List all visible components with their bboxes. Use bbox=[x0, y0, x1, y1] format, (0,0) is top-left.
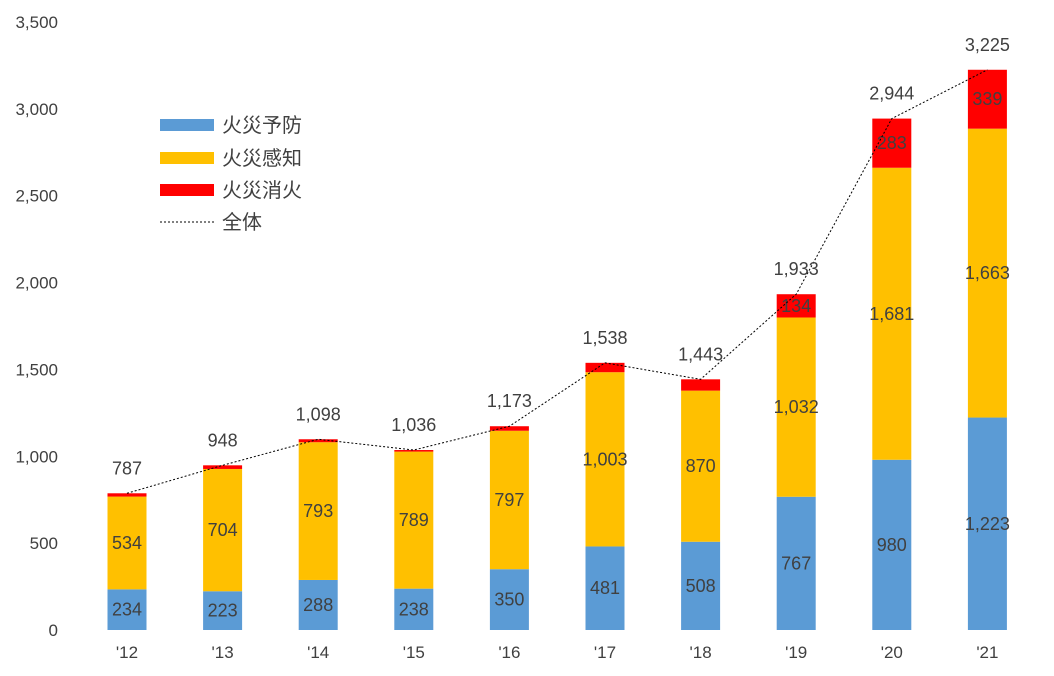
y-tick-label: 3,500 bbox=[15, 13, 58, 32]
bar-segment bbox=[967, 69, 1007, 129]
bar-segment bbox=[489, 426, 529, 431]
legend-label-fire-detection: 火災感知 bbox=[222, 146, 302, 170]
total-value-label: 3,225 bbox=[965, 35, 1010, 55]
legend: 火災予防 火災感知 火災消火 全体 bbox=[160, 113, 302, 234]
bar-segment bbox=[298, 442, 338, 580]
segment-value-label: 339 bbox=[972, 89, 1002, 109]
x-tick-label: '20 bbox=[881, 643, 903, 662]
segment-value-label: 789 bbox=[399, 510, 429, 530]
segment-value-label: 767 bbox=[781, 553, 811, 573]
bar-segment bbox=[107, 493, 147, 497]
bar-segment bbox=[298, 579, 338, 630]
total-line-layer: 787 948 1,098 1,036 1,173 1,538 1,443 1,933 2,94… bbox=[112, 35, 1010, 494]
legend-swatch-fire-detection bbox=[160, 152, 214, 164]
bar-segment bbox=[489, 430, 529, 570]
x-tick-label: '17 bbox=[594, 643, 616, 662]
y-axis-ticks: 0 500 1,000 1,500 2,000 2,500 3,000 3,500 bbox=[15, 13, 58, 640]
bar-segment bbox=[776, 294, 816, 318]
segment-value-label: 223 bbox=[208, 601, 238, 621]
x-tick-label: '12 bbox=[116, 643, 138, 662]
segment-value-label: 1,003 bbox=[582, 449, 627, 469]
legend-label-total: 全体 bbox=[222, 210, 262, 234]
y-tick-label: 1,000 bbox=[15, 447, 58, 466]
segment-value-label: 797 bbox=[494, 490, 524, 510]
x-tick-label: '18 bbox=[690, 643, 712, 662]
y-tick-label: 1,500 bbox=[15, 360, 58, 379]
segment-value-label: 1,032 bbox=[774, 397, 819, 417]
bar-segment bbox=[681, 541, 721, 630]
x-tick-label: '15 bbox=[403, 643, 425, 662]
bar-segment bbox=[585, 372, 625, 547]
bars-layer: 234 534 223 704 288 793 238 789 350 797 481 1,003 50… bbox=[107, 69, 1010, 630]
bar-segment bbox=[967, 417, 1007, 630]
segment-value-label: 1,663 bbox=[965, 263, 1010, 283]
bar-segment bbox=[203, 591, 243, 630]
total-value-label: 1,098 bbox=[296, 404, 341, 424]
segment-value-label: 508 bbox=[686, 576, 716, 596]
x-tick-label: '14 bbox=[307, 643, 329, 662]
x-tick-label: '16 bbox=[498, 643, 520, 662]
bar-segment bbox=[298, 439, 338, 443]
segment-value-label: 534 bbox=[112, 533, 142, 553]
y-tick-label: 500 bbox=[30, 534, 58, 553]
x-tick-label: '13 bbox=[212, 643, 234, 662]
bar-segment bbox=[585, 546, 625, 630]
bar-segment bbox=[203, 468, 243, 592]
total-value-label: 1,933 bbox=[774, 259, 819, 279]
x-tick-label: '21 bbox=[976, 643, 998, 662]
legend-label-fire-extinguishing: 火災消火 bbox=[222, 178, 302, 202]
total-value-label: 787 bbox=[112, 458, 142, 478]
x-tick-label: '19 bbox=[785, 643, 807, 662]
y-tick-label: 2,000 bbox=[15, 274, 58, 293]
bar-segment bbox=[872, 459, 912, 630]
bar-segment bbox=[489, 569, 529, 630]
bar-segment bbox=[681, 390, 721, 542]
total-value-label: 1,443 bbox=[678, 344, 723, 364]
bar-segment bbox=[107, 589, 147, 630]
bar-segment bbox=[394, 588, 434, 630]
y-tick-label: 0 bbox=[49, 621, 58, 640]
bar-segment bbox=[776, 317, 816, 497]
segment-value-label: 704 bbox=[208, 520, 238, 540]
segment-value-label: 350 bbox=[494, 590, 524, 610]
total-value-label: 2,944 bbox=[869, 84, 914, 104]
total-value-label: 1,173 bbox=[487, 391, 532, 411]
bar-segment bbox=[776, 496, 816, 630]
bar-segment bbox=[394, 451, 434, 589]
total-value-label: 1,538 bbox=[582, 328, 627, 348]
segment-value-label: 870 bbox=[686, 456, 716, 476]
segment-value-label: 288 bbox=[303, 595, 333, 615]
segment-value-label: 134 bbox=[781, 296, 811, 316]
bar-segment bbox=[872, 167, 912, 460]
y-tick-label: 2,500 bbox=[15, 187, 58, 206]
bar-segment bbox=[585, 362, 625, 373]
segment-value-label: 793 bbox=[303, 501, 333, 521]
segment-value-label: 283 bbox=[877, 133, 907, 153]
legend-label-fire-prevention: 火災予防 bbox=[222, 113, 302, 137]
bar-segment bbox=[394, 450, 434, 452]
bar-segment bbox=[967, 128, 1007, 418]
segment-value-label: 1,681 bbox=[869, 304, 914, 324]
legend-swatch-fire-extinguishing bbox=[160, 184, 214, 196]
x-axis-ticks: '12 '13 '14 '15 '16 '17 '18 '19 '20 '21 bbox=[116, 643, 999, 662]
segment-value-label: 481 bbox=[590, 578, 620, 598]
y-tick-label: 3,000 bbox=[15, 100, 58, 119]
bar-segment bbox=[107, 496, 147, 590]
total-value-label: 1,036 bbox=[391, 415, 436, 435]
bar-segment bbox=[203, 465, 243, 469]
segment-value-label: 1,223 bbox=[965, 514, 1010, 534]
total-line bbox=[126, 69, 988, 494]
legend-swatch-fire-prevention bbox=[160, 119, 214, 131]
bar-segment bbox=[681, 379, 721, 391]
segment-value-label: 980 bbox=[877, 535, 907, 555]
total-value-label: 948 bbox=[208, 430, 238, 450]
segment-value-label: 238 bbox=[399, 599, 429, 619]
segment-value-label: 234 bbox=[112, 600, 142, 620]
